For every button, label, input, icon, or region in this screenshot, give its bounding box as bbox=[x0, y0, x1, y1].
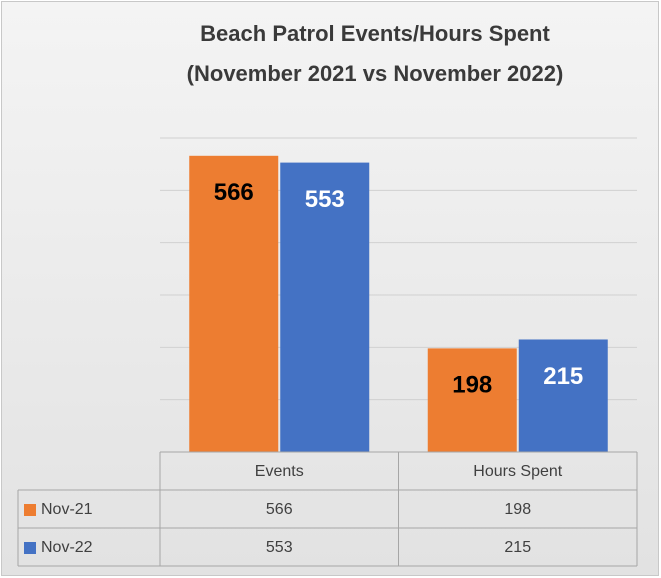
bar bbox=[280, 162, 370, 452]
bar bbox=[518, 339, 608, 452]
table-value: 553 bbox=[266, 539, 293, 556]
legend-label: Nov-22 bbox=[41, 539, 93, 556]
data-label: 198 bbox=[452, 372, 492, 399]
legend-label: Nov-21 bbox=[41, 501, 93, 518]
data-label: 566 bbox=[214, 179, 254, 206]
data-label: 215 bbox=[543, 363, 583, 390]
table-value: 566 bbox=[266, 501, 293, 518]
bar bbox=[189, 155, 279, 452]
x-tick-label: Hours Spent bbox=[473, 463, 562, 480]
data-label: 553 bbox=[305, 186, 345, 213]
chart-title: Beach Patrol Events/Hours Spent bbox=[200, 21, 550, 46]
x-tick-label: Events bbox=[255, 463, 304, 480]
bar bbox=[427, 348, 517, 452]
legend-key bbox=[24, 504, 36, 516]
table-value: 198 bbox=[504, 501, 531, 518]
table-value: 215 bbox=[504, 539, 531, 556]
legend-key bbox=[24, 542, 36, 554]
chart-subtitle: (November 2021 vs November 2022) bbox=[187, 61, 564, 86]
